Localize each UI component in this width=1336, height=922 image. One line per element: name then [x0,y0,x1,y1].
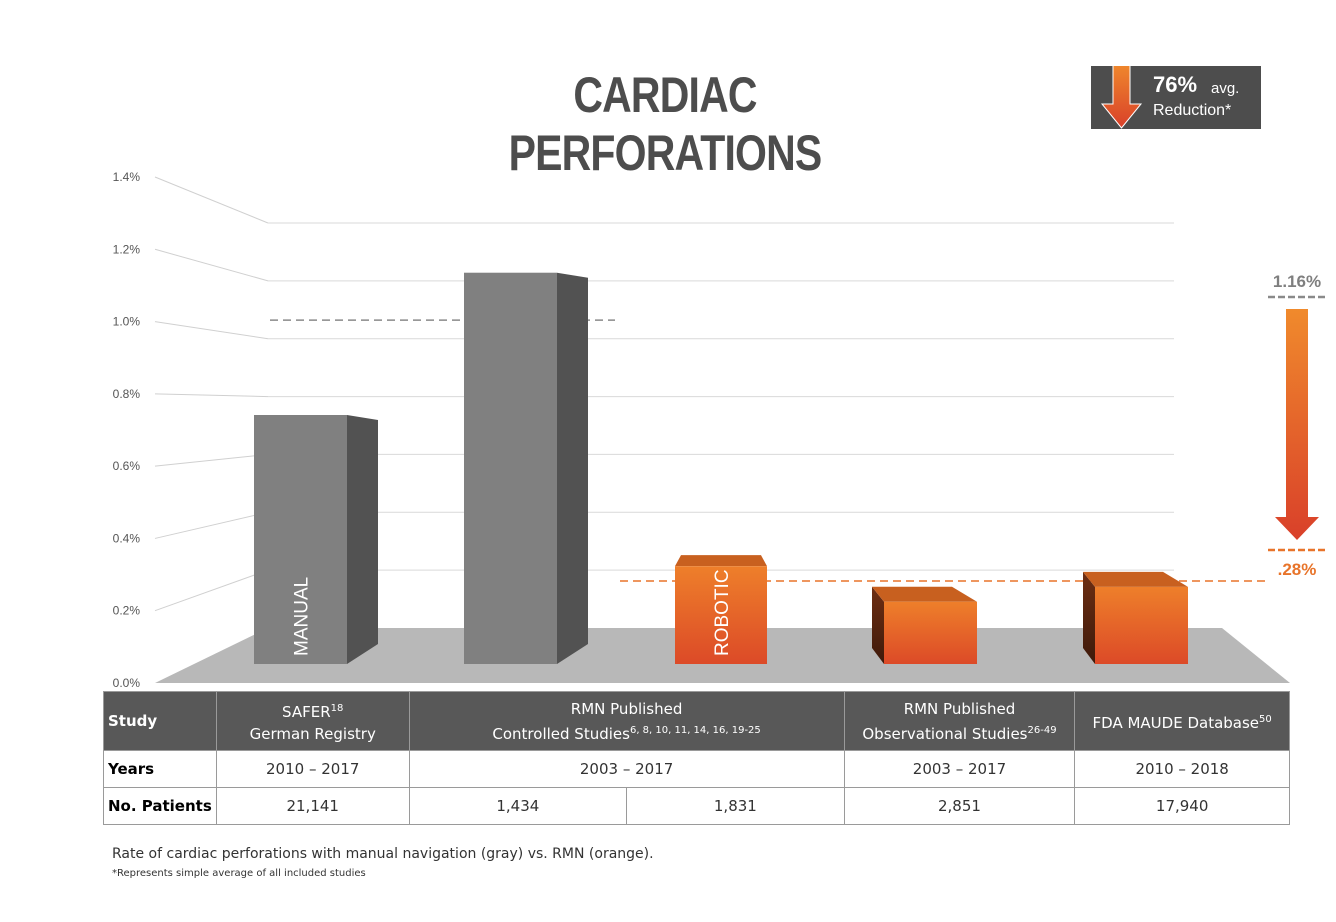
patients-cell: 1,831 [626,787,845,825]
y-tick-label: 0.6% [113,459,141,473]
years-cell: 2003 – 2017 [843,750,1076,788]
study-table: Study SAFER18 German Registry RMN Publish… [103,691,1290,825]
y-tick-label: 1.0% [113,315,141,329]
years-cell: 2003 – 2017 [408,750,845,788]
years-cell: 2010 – 2017 [215,750,410,788]
y-tick-label: 1.2% [113,242,141,256]
patients-row-label: No. Patients [103,787,217,825]
years-row-label: Years [103,750,217,788]
bar-side [1083,571,1095,664]
bar-top [675,555,767,567]
years-cell: 2010 – 2018 [1074,750,1290,788]
gridline-diagonal [154,569,269,612]
gridline-diagonal [154,176,269,224]
y-tick-label: 0.8% [113,387,141,401]
bar-top [872,586,977,602]
patients-cell: 1,434 [408,787,628,825]
y-tick-label: 0.4% [113,531,141,545]
patients-row: No. Patients 21,141 1,434 1,831 2,851 17… [103,787,1290,825]
patients-cell: 2,851 [843,787,1076,825]
study-row-label: Study [103,691,217,751]
study-cell-maude: FDA MAUDE Database50 [1074,691,1290,751]
reduction-avg: avg. [1211,80,1240,97]
gridline-diagonal [154,393,269,398]
patients-cell: 17,940 [1074,787,1290,825]
bar-label: ROBOTIC [712,569,733,656]
study-cell-safer: SAFER18 German Registry [215,691,410,751]
patients-cell: 21,141 [215,787,410,825]
bar-side [347,415,378,664]
gridline-diagonal [154,511,269,539]
reduction-arrow-icon [1275,309,1319,540]
y-tick-label: 0.0% [113,676,141,690]
y-tick-label: 1.4% [113,170,141,184]
bar-chart: 0.0% 0.2% 0.4% 0.6% 0.8% 1.0% 1.2% 1.4% 1.16% .2… [113,170,1326,690]
chart-footnote: *Represents simple average of all includ… [112,868,366,879]
chart-caption: Rate of cardiac perforations with manual… [112,846,654,862]
bar-label: MANUAL [292,577,313,656]
down-arrow-icon [1100,66,1143,129]
manual-average-label: 1.16% [1273,272,1321,291]
reduction-percent: 76% [1153,72,1198,97]
bar-top [1083,571,1188,587]
bar-side [557,272,588,664]
study-header-row: Study SAFER18 German Registry RMN Publish… [103,691,1290,751]
gridline-diagonal [154,321,269,340]
gridline-diagonal [154,248,269,282]
y-tick-label: 0.2% [113,604,141,618]
bar [254,415,347,664]
bar [675,566,767,664]
bar-side [872,586,884,664]
bar [464,272,557,664]
robotic-average-label: .28% [1278,560,1317,579]
reduction-badge: 76% avg. Reduction* [1091,66,1261,129]
chart-title: CARDIAC PERFORATIONS [508,67,823,181]
gridline-diagonal [154,453,269,467]
study-cell-controlled: RMN Published Controlled Studies6, 8, 10,… [408,691,845,751]
bar [884,601,977,664]
bar [1095,586,1188,664]
reduction-label: Reduction* [1153,102,1232,119]
study-cell-observational: RMN Published Observational Studies26-49 [843,691,1076,751]
years-row: Years 2010 – 2017 2003 – 2017 2003 – 201… [103,750,1290,788]
